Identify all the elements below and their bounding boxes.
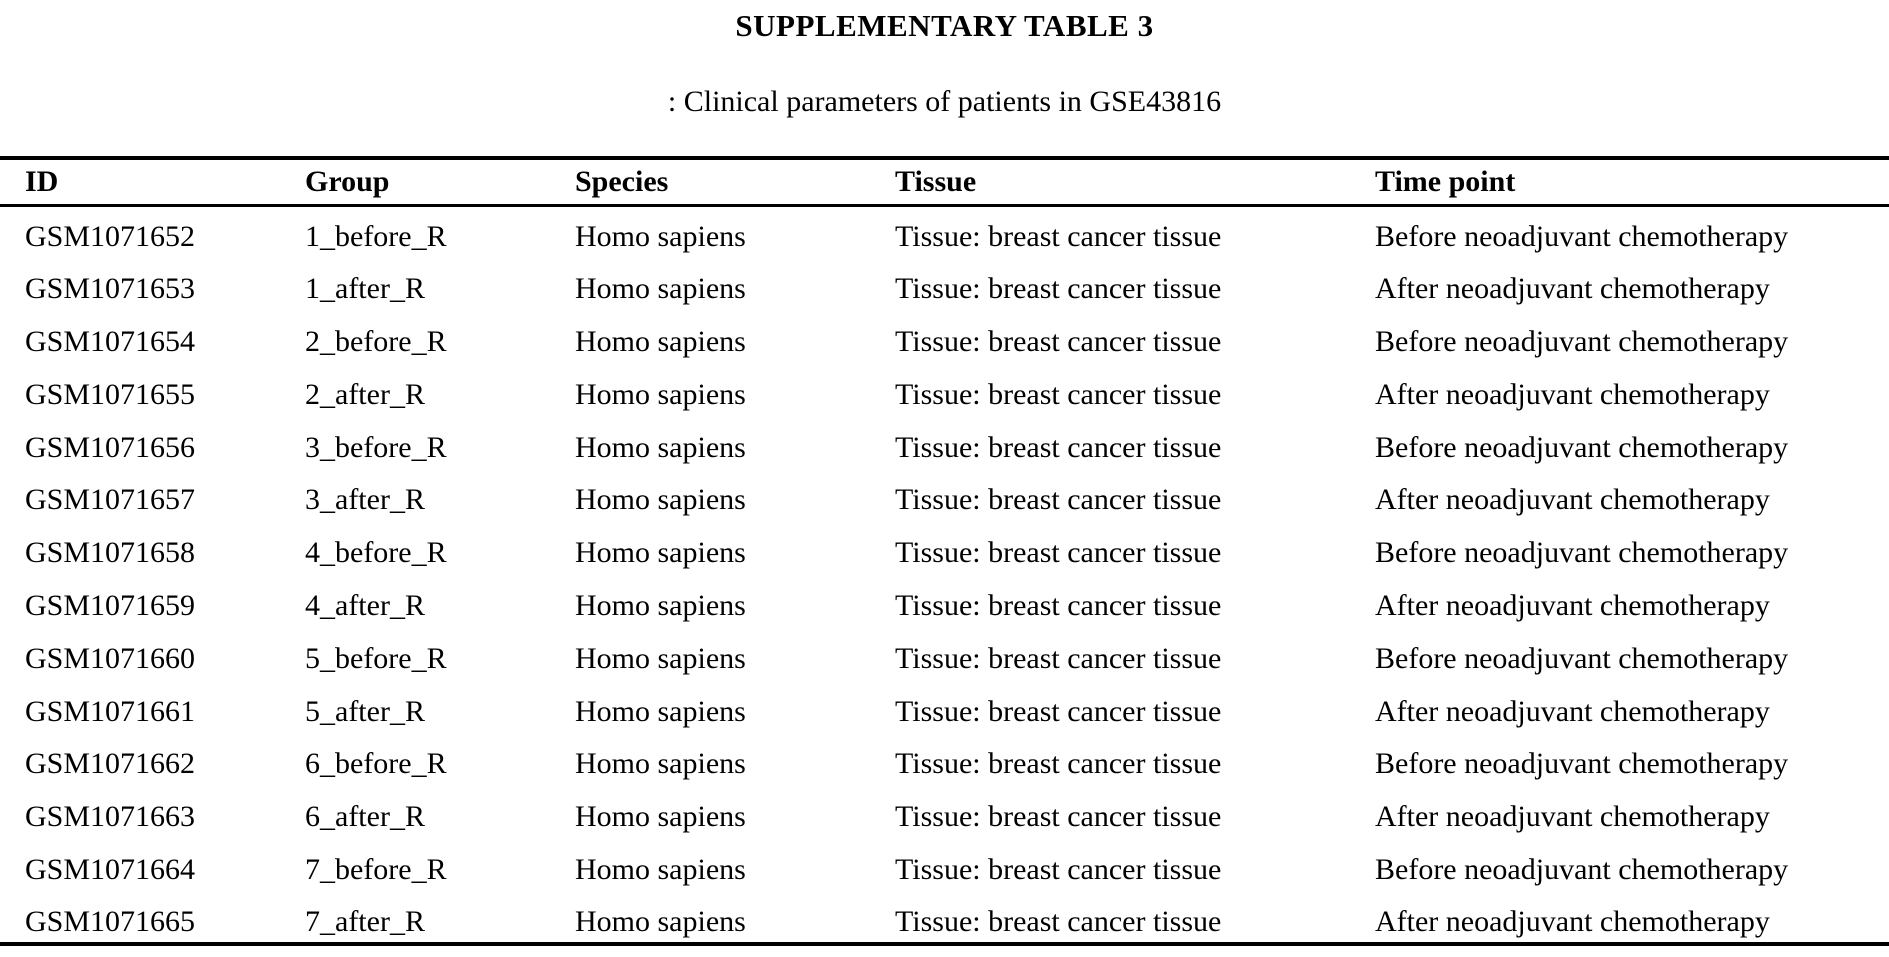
cell-id: GSM1071652 [25, 220, 196, 254]
cell-id: GSM1071658 [25, 536, 196, 570]
table-row: GSM1071656 3_before_R Homo sapiens Tissu… [0, 416, 1889, 469]
table-row: GSM1071663 6_after_R Homo sapiens Tissue… [0, 786, 1889, 839]
cell-tissue: Tissue: breast cancer tissue [895, 800, 1222, 834]
table-row: GSM1071662 6_before_R Homo sapiens Tissu… [0, 733, 1889, 786]
cell-species: Homo sapiens [575, 430, 746, 464]
column-header-time-point: Time point [1375, 158, 1889, 207]
cell-species: Homo sapiens [575, 483, 746, 517]
table-row: GSM1071661 5_after_R Homo sapiens Tissue… [0, 680, 1889, 733]
cell-id: GSM1071657 [25, 483, 196, 517]
cell-id: GSM1071660 [25, 641, 196, 675]
cell-species: Homo sapiens [575, 377, 746, 411]
column-header-tissue: Tissue [895, 158, 1375, 207]
cell-group: 2_after_R [305, 377, 425, 411]
cell-tissue: Tissue: breast cancer tissue [895, 852, 1222, 886]
cell-id: GSM1071665 [25, 904, 196, 938]
cell-species: Homo sapiens [575, 272, 746, 306]
cell-group: 6_before_R [305, 747, 447, 781]
cell-group: 2_before_R [305, 324, 447, 358]
cell-time-point: After neoadjuvant chemotherapy [1375, 694, 1770, 728]
cell-species: Homo sapiens [575, 904, 746, 938]
cell-species: Homo sapiens [575, 536, 746, 570]
cell-time-point: Before neoadjuvant chemotherapy [1375, 324, 1789, 358]
table-row: GSM1071653 1_after_R Homo sapiens Tissue… [0, 258, 1889, 311]
column-header-group: Group [305, 158, 575, 207]
cell-species: Homo sapiens [575, 641, 746, 675]
cell-group: 4_before_R [305, 536, 447, 570]
clinical-parameters-table: ID Group Species Tissue Time point GSM10… [0, 156, 1889, 947]
cell-time-point: Before neoadjuvant chemotherapy [1375, 220, 1789, 254]
cell-id: GSM1071661 [25, 694, 196, 728]
cell-id: GSM1071653 [25, 272, 196, 306]
cell-tissue: Tissue: breast cancer tissue [895, 588, 1222, 622]
cell-time-point: Before neoadjuvant chemotherapy [1375, 641, 1789, 675]
cell-tissue: Tissue: breast cancer tissue [895, 377, 1222, 411]
cell-time-point: After neoadjuvant chemotherapy [1375, 377, 1770, 411]
table-row: GSM1071658 4_before_R Homo sapiens Tissu… [0, 522, 1889, 575]
table-row: GSM1071655 2_after_R Homo sapiens Tissue… [0, 363, 1889, 416]
cell-species: Homo sapiens [575, 800, 746, 834]
cell-tissue: Tissue: breast cancer tissue [895, 747, 1222, 781]
cell-id: GSM1071656 [25, 430, 196, 464]
table-row: GSM1071657 3_after_R Homo sapiens Tissue… [0, 469, 1889, 522]
cell-group: 5_after_R [305, 694, 425, 728]
cell-group: 1_before_R [305, 220, 447, 254]
cell-time-point: After neoadjuvant chemotherapy [1375, 588, 1770, 622]
cell-group: 3_after_R [305, 483, 425, 517]
table-header: ID Group Species Tissue Time point [0, 158, 1889, 207]
cell-species: Homo sapiens [575, 747, 746, 781]
cell-tissue: Tissue: breast cancer tissue [895, 483, 1222, 517]
table-row: GSM1071665 7_after_R Homo sapiens Tissue… [0, 891, 1889, 944]
cell-group: 3_before_R [305, 430, 447, 464]
cell-tissue: Tissue: breast cancer tissue [895, 641, 1222, 675]
cell-group: 7_before_R [305, 852, 447, 886]
cell-id: GSM1071654 [25, 324, 196, 358]
cell-time-point: Before neoadjuvant chemotherapy [1375, 747, 1789, 781]
cell-time-point: Before neoadjuvant chemotherapy [1375, 536, 1789, 570]
table-row: GSM1071660 5_before_R Homo sapiens Tissu… [0, 627, 1889, 680]
cell-id: GSM1071662 [25, 747, 196, 781]
cell-time-point: After neoadjuvant chemotherapy [1375, 483, 1770, 517]
cell-id: GSM1071663 [25, 800, 196, 834]
cell-group: 4_after_R [305, 588, 425, 622]
cell-group: 5_before_R [305, 641, 447, 675]
table-row: GSM1071659 4_after_R Homo sapiens Tissue… [0, 575, 1889, 628]
cell-species: Homo sapiens [575, 852, 746, 886]
cell-id: GSM1071659 [25, 588, 196, 622]
table-row: GSM1071654 2_before_R Homo sapiens Tissu… [0, 311, 1889, 364]
table-caption: : Clinical parameters of patients in GSE… [667, 85, 1222, 118]
table-row: GSM1071652 1_before_R Homo sapiens Tissu… [0, 205, 1889, 258]
table-body: GSM1071652 1_before_R Homo sapiens Tissu… [0, 205, 1889, 944]
cell-group: 6_after_R [305, 800, 425, 834]
table-row: GSM1071664 7_before_R Homo sapiens Tissu… [0, 839, 1889, 892]
column-header-id: ID [0, 158, 305, 207]
cell-group: 1_after_R [305, 272, 425, 306]
supplementary-table-title: SUPPLEMENTARY TABLE 3 [735, 8, 1154, 43]
cell-tissue: Tissue: breast cancer tissue [895, 904, 1222, 938]
cell-species: Homo sapiens [575, 588, 746, 622]
cell-time-point: After neoadjuvant chemotherapy [1375, 800, 1770, 834]
cell-tissue: Tissue: breast cancer tissue [895, 220, 1222, 254]
cell-time-point: After neoadjuvant chemotherapy [1375, 904, 1770, 938]
cell-time-point: Before neoadjuvant chemotherapy [1375, 430, 1789, 464]
cell-id: GSM1071655 [25, 377, 196, 411]
cell-tissue: Tissue: breast cancer tissue [895, 272, 1222, 306]
cell-time-point: After neoadjuvant chemotherapy [1375, 272, 1770, 306]
header-row: ID Group Species Tissue Time point [0, 158, 1889, 207]
cell-group: 7_after_R [305, 904, 425, 938]
cell-species: Homo sapiens [575, 324, 746, 358]
cell-id: GSM1071664 [25, 852, 196, 886]
cell-time-point: Before neoadjuvant chemotherapy [1375, 852, 1789, 886]
cell-species: Homo sapiens [575, 694, 746, 728]
cell-tissue: Tissue: breast cancer tissue [895, 430, 1222, 464]
column-header-species: Species [575, 158, 895, 207]
cell-tissue: Tissue: breast cancer tissue [895, 324, 1222, 358]
cell-tissue: Tissue: breast cancer tissue [895, 694, 1222, 728]
cell-tissue: Tissue: breast cancer tissue [895, 536, 1222, 570]
cell-species: Homo sapiens [575, 220, 746, 254]
